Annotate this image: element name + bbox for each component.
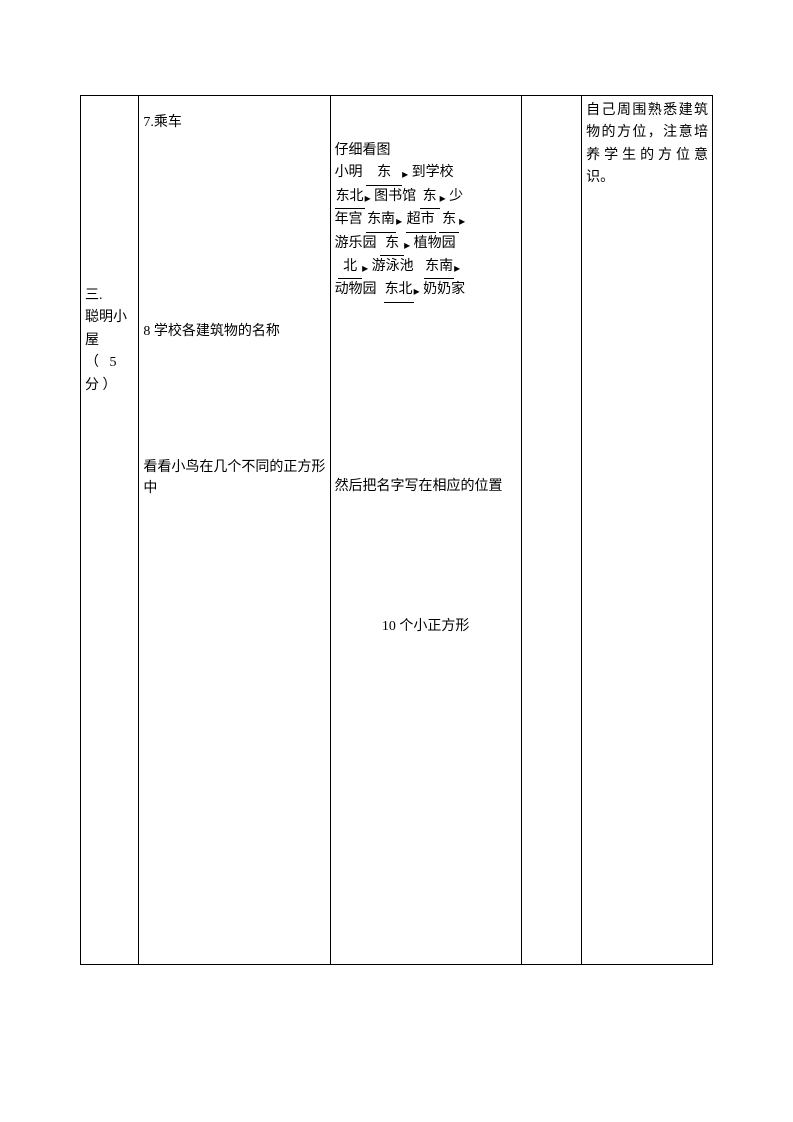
u5c: 东南: [424, 256, 454, 279]
l1b: 东: [377, 165, 391, 180]
l5a: 北: [343, 259, 357, 274]
arrow-icon: ▸: [404, 236, 410, 255]
l5b: 游泳池: [372, 259, 414, 274]
section-title-1: 聪明小: [85, 307, 134, 329]
l3a: 年宫: [335, 212, 363, 227]
look-label: 仔细看图: [335, 140, 517, 162]
lesson-table: 三. 聪明小 屋 （ 5 分 ） 7.乘车 8 学校各建筑物的名称 看看小鸟在几…: [80, 95, 713, 965]
answers-cell: 仔细看图 小明 东▸ 到学校 东北▸ 图书馆 东▸ 少 年宫 东南▸ 超市 东▸: [330, 96, 521, 965]
section-cell: 三. 聪明小 屋 （ 5 分 ）: [81, 96, 139, 965]
notes-text: 自己周围熟悉建筑物的方位，注意培养学生的方位意识。: [586, 100, 708, 190]
direction-line-3: 年宫 东南▸ 超市 东▸: [335, 209, 517, 232]
l2c: 东: [423, 189, 437, 204]
l3d: 东: [442, 212, 456, 227]
arrow-icon: ▸: [365, 189, 371, 208]
arrow-icon: ▸: [362, 259, 368, 278]
l6b: 东北: [385, 282, 413, 297]
arrow-icon: ▸: [454, 259, 460, 278]
direction-line-5: 北▸ 游泳池 东南▸: [335, 256, 517, 279]
u4b: 东: [380, 233, 404, 256]
points-num: 5: [110, 355, 117, 370]
squares-text: 10 个小正方形: [382, 619, 470, 634]
points-close: 分 ）: [85, 375, 134, 397]
squares-count: 10 个小正方形: [335, 616, 517, 638]
u3b: 东南: [366, 209, 396, 232]
u6b: 东北: [384, 279, 414, 302]
direction-line-6: 动物园 东北▸ 奶奶家: [335, 279, 517, 302]
arrow-icon: ▸: [396, 212, 402, 231]
arrow-icon: ▸: [440, 189, 446, 208]
l4b: 东: [385, 236, 399, 251]
l6a: 动物园: [335, 282, 377, 297]
l2b: 图书馆: [374, 189, 416, 204]
section-points: （ 5: [85, 352, 134, 374]
arrow-icon: ▸: [459, 212, 465, 231]
activities-cell: 7.乘车 8 学校各建筑物的名称 看看小鸟在几个不同的正方形中: [139, 96, 330, 965]
item-7: 7.乘车: [143, 112, 325, 133]
u2a: 东北: [335, 186, 365, 209]
l5c: 东南: [425, 259, 453, 274]
direction-line-2: 东北▸ 图书馆 东▸ 少: [335, 186, 517, 209]
u2c: 东: [420, 186, 440, 209]
write-name: 然后把名字写在相应的位置: [335, 476, 517, 498]
section-number: 三.: [85, 285, 134, 307]
l1a: 小明: [335, 165, 363, 180]
points-open: （: [85, 355, 99, 370]
l3b: 东南: [367, 212, 395, 227]
l1c: 到学校: [412, 165, 454, 180]
item-8: 8 学校各建筑物的名称: [143, 321, 325, 342]
l6c: 奶奶家: [423, 282, 465, 297]
notes-cell: 自己周围熟悉建筑物的方位，注意培养学生的方位意识。: [582, 96, 713, 965]
direction-line-4: 游乐园 东 ▸ 植物园: [335, 233, 517, 256]
item-bird: 看看小鸟在几个不同的正方形中: [143, 457, 325, 499]
blank-cell: [521, 96, 581, 965]
arrow-icon: ▸: [402, 165, 408, 184]
arrow-icon: ▸: [414, 282, 420, 301]
l2a: 东北: [336, 189, 364, 204]
u3c: 超市: [406, 209, 436, 232]
l2d: 少: [449, 189, 463, 204]
l4a: 游乐园: [335, 236, 377, 251]
u5a: 北: [338, 256, 362, 279]
direction-line-1: 小明 东 ▸ 到学校: [335, 162, 517, 185]
l3c: 超市: [407, 212, 435, 227]
u3d: 东: [439, 209, 459, 232]
l4c: 植物园: [414, 236, 456, 251]
section-title-2: 屋: [85, 330, 134, 352]
u1: 东: [366, 162, 402, 185]
